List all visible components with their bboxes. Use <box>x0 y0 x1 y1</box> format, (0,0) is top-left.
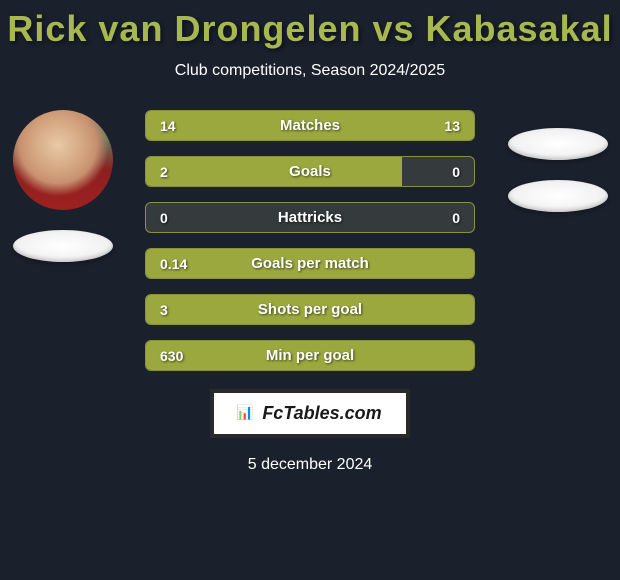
player-left-badge <box>13 230 113 262</box>
stat-label: Matches <box>280 117 340 134</box>
header: Rick van Drongelen vs Kabasakal Club com… <box>0 0 620 80</box>
stat-label: Hattricks <box>278 209 342 226</box>
page-title: Rick van Drongelen vs Kabasakal <box>0 8 620 50</box>
player-left-column <box>10 110 115 262</box>
player-left-avatar <box>13 110 113 210</box>
stat-value-right: 0 <box>452 210 460 226</box>
stat-row: 0 Hattricks 0 <box>145 202 475 233</box>
player-right-badge-1 <box>508 128 608 160</box>
stat-value-left: 630 <box>160 348 183 364</box>
stat-value-left: 0 <box>160 210 168 226</box>
logo-box: FcTables.com <box>210 389 409 438</box>
stat-row: 2 Goals 0 <box>145 156 475 187</box>
stat-row: 630 Min per goal <box>145 340 475 371</box>
date-text: 5 december 2024 <box>0 456 620 474</box>
logo-text: FcTables.com <box>238 403 381 424</box>
stat-value-right: 13 <box>444 118 460 134</box>
stat-row: 14 Matches 13 <box>145 110 475 141</box>
player-right-column <box>505 110 610 212</box>
content-wrapper: 14 Matches 13 2 Goals 0 0 Hattricks 0 0.14 Goals p… <box>0 110 620 371</box>
stat-bar-left <box>146 157 402 186</box>
stat-label: Shots per goal <box>258 301 362 318</box>
stat-value-left: 0.14 <box>160 256 187 272</box>
stat-row: 3 Shots per goal <box>145 294 475 325</box>
stat-value-left: 14 <box>160 118 176 134</box>
stat-label: Goals per match <box>251 255 369 272</box>
logo-label: FcTables.com <box>262 403 381 424</box>
stat-label: Goals <box>289 163 331 180</box>
player-right-badge-2 <box>508 180 608 212</box>
chart-icon <box>238 406 258 422</box>
stat-label: Min per goal <box>266 347 354 364</box>
footer: FcTables.com 5 december 2024 <box>0 389 620 474</box>
stat-value-right: 0 <box>452 164 460 180</box>
stat-row: 0.14 Goals per match <box>145 248 475 279</box>
stat-value-left: 2 <box>160 164 168 180</box>
page-subtitle: Club competitions, Season 2024/2025 <box>0 62 620 80</box>
stats-column: 14 Matches 13 2 Goals 0 0 Hattricks 0 0.14 Goals p… <box>115 110 505 371</box>
stat-value-left: 3 <box>160 302 168 318</box>
